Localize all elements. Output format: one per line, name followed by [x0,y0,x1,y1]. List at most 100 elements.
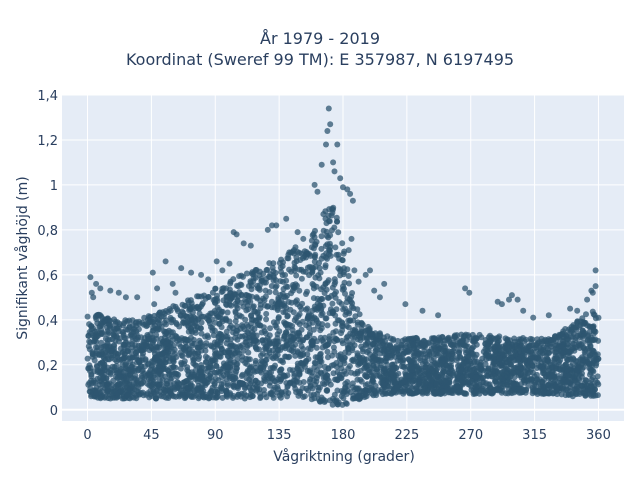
scatter-point [154,285,161,292]
scatter-point [283,215,290,222]
scatter-point [119,361,126,368]
scatter-point [257,395,264,401]
scatter-point [159,376,166,383]
scatter-point [564,366,571,373]
scatter-point [450,339,457,346]
scatter-point [189,383,196,390]
scatter-point [479,355,486,362]
scatter-point [478,387,485,394]
scatter-point [178,352,185,359]
scatter-point [267,325,273,332]
scatter-point [331,168,338,175]
scatter-point [273,222,280,229]
scatter-point [112,318,119,325]
scatter-point [329,284,336,291]
scatter-point [390,376,397,383]
scatter-point [97,285,104,292]
scatter-point [339,340,346,347]
scatter-point [256,314,263,321]
scatter-point [107,287,114,294]
scatter-point [88,377,95,384]
scatter-point [310,295,317,302]
scatter-point [123,375,130,382]
scatter-point [444,355,451,362]
scatter-point [318,161,325,168]
scatter-point [244,302,251,309]
scatter-point [318,286,325,293]
scatter-point [233,302,240,309]
scatter-point [128,375,135,382]
scatter-point [507,349,513,356]
scatter-point [504,336,511,343]
scatter-point [154,326,161,333]
scatter-point [264,226,271,233]
scatter-point [314,188,321,195]
scatter-point [125,348,131,355]
scatter-point [300,379,307,385]
scatter-point [116,380,123,387]
scatter-point [330,159,337,166]
scatter-point [276,328,283,335]
scatter-point [220,297,227,304]
scatter-point [228,341,235,348]
chart-title-line-1: År 1979 - 2019 [260,29,380,48]
scatter-point [107,348,114,355]
scatter-point [102,335,109,342]
scatter-point [290,309,297,316]
scatter-point [286,366,293,373]
scatter-point [244,368,251,374]
scatter-point [314,391,321,397]
scatter-point [543,350,550,357]
scatter-point [306,272,313,279]
scatter-point [372,347,379,354]
scatter-point [229,394,236,401]
scatter-point [195,344,202,351]
scatter-point [320,227,327,234]
scatter-point [355,393,362,400]
scatter-point [390,370,396,377]
scatter-point [499,375,506,382]
scatter-point [294,360,301,367]
scatter-point [432,390,439,397]
scatter-point [198,368,205,375]
scatter-point [514,296,521,303]
scatter-point [425,339,432,346]
scatter-point [346,310,353,317]
scatter-point [307,346,314,353]
chart-title-line-2: Koordinat (Sweref 99 TM): E 357987, N 61… [125,50,515,69]
scatter-point [413,362,420,369]
scatter-point [276,392,283,399]
scatter-point [320,252,327,259]
scatter-point [269,222,275,229]
scatter-point [386,342,393,349]
scatter-point [310,339,316,346]
scatter-point [477,362,484,369]
scatter-point [329,300,336,307]
scatter-point [227,278,234,285]
scatter-point [528,350,535,357]
scatter-point [421,348,428,355]
scatter-point [169,280,176,287]
scatter-point [473,341,480,348]
scatter-point [526,342,533,349]
scatter-point [313,344,320,351]
scatter-point [334,377,341,384]
scatter-point [348,235,355,242]
scatter-point [390,337,397,344]
scatter-point [466,289,473,296]
scatter-point [309,264,315,271]
scatter-point [86,321,93,328]
scatter-point [382,337,389,344]
scatter-point [559,350,566,356]
scatter-point [588,287,595,294]
scatter-point [292,385,299,392]
scatter-point [132,345,139,352]
scatter-point [560,371,567,378]
scatter-point [521,347,528,354]
scatter-point [467,373,474,380]
scatter-point [343,334,350,341]
scatter-point [589,308,596,315]
scatter-point [171,384,178,391]
scatter-point [342,290,348,297]
x-axis-label: Vågriktning (grader) [273,448,415,465]
